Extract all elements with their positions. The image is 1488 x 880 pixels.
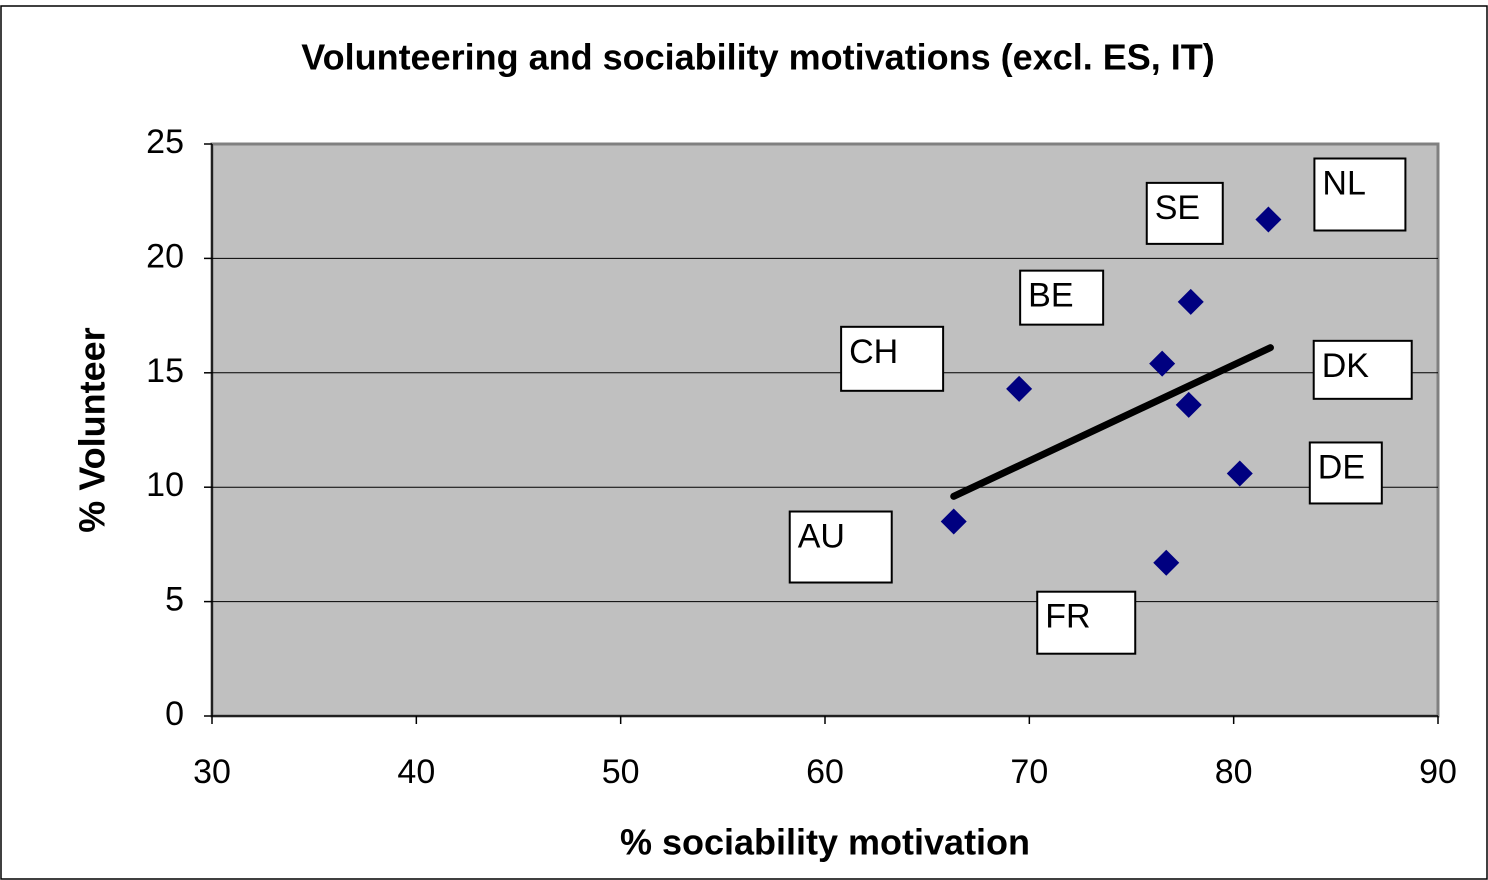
point bbox=[1226, 460, 1253, 487]
label-box bbox=[1308, 441, 1383, 505]
label-box bbox=[1312, 339, 1413, 400]
label-box bbox=[1313, 157, 1407, 232]
x-tick-label: 80 bbox=[1215, 753, 1253, 791]
label-box bbox=[1019, 269, 1105, 326]
point bbox=[1149, 350, 1176, 377]
y-tick-label: 25 bbox=[146, 123, 184, 161]
label-box bbox=[1145, 181, 1224, 245]
y-tick-label: 15 bbox=[146, 352, 184, 390]
x-tick-label: 70 bbox=[1010, 753, 1048, 791]
point-label: DE bbox=[1318, 448, 1365, 486]
point bbox=[1006, 375, 1033, 402]
y-tick-label: 20 bbox=[146, 237, 184, 275]
label-box bbox=[1036, 590, 1137, 655]
x-tick-label: 60 bbox=[806, 753, 844, 791]
point-label: SE bbox=[1155, 189, 1200, 227]
x-tick-label: 30 bbox=[193, 753, 231, 791]
label-box bbox=[788, 510, 893, 584]
label-box bbox=[840, 325, 945, 392]
point bbox=[1175, 391, 1202, 418]
x-axis-label: % sociability motivation bbox=[620, 822, 1030, 863]
x-tick-label: 40 bbox=[397, 753, 435, 791]
chart-title: Volunteering and sociability motivations… bbox=[301, 37, 1215, 78]
x-tick-label: 50 bbox=[602, 753, 640, 791]
point bbox=[1153, 549, 1180, 576]
point bbox=[940, 508, 967, 535]
trendline bbox=[950, 344, 1274, 500]
y-tick-label: 5 bbox=[165, 581, 184, 619]
y-axis-label: % Volunteer bbox=[72, 327, 113, 532]
plot-area bbox=[210, 142, 1440, 718]
x-tick-label: 90 bbox=[1419, 753, 1457, 791]
point-label: BE bbox=[1028, 277, 1073, 315]
point-label: DK bbox=[1322, 347, 1370, 385]
point bbox=[1177, 288, 1204, 315]
point-label: FR bbox=[1045, 598, 1090, 636]
point-label: CH bbox=[849, 333, 898, 371]
point-label: NL bbox=[1322, 164, 1365, 202]
point bbox=[1255, 206, 1282, 233]
point-label: AU bbox=[798, 518, 845, 556]
y-tick-label: 10 bbox=[146, 466, 184, 504]
y-tick-label: 0 bbox=[165, 695, 184, 733]
